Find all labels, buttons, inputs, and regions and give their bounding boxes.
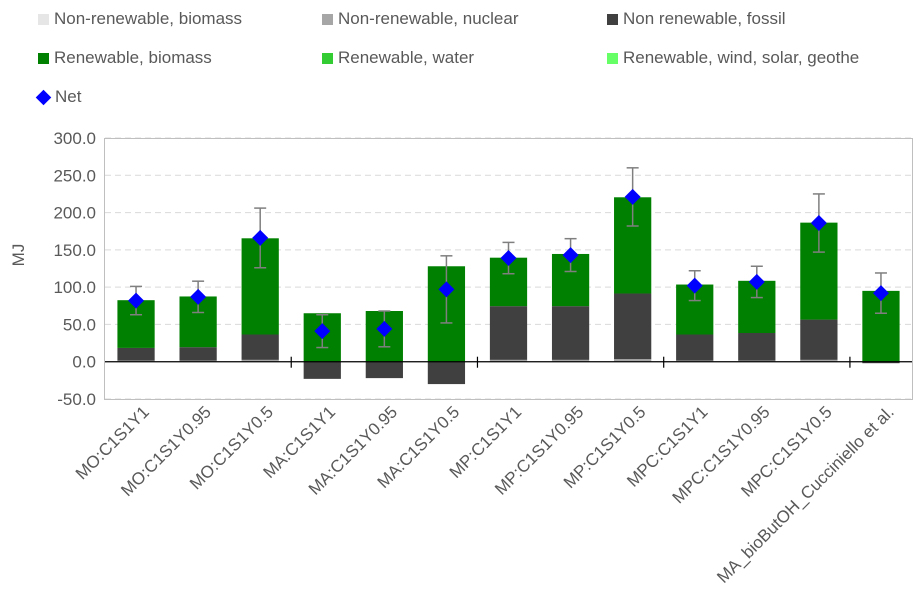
legend-label: Net: [55, 87, 82, 106]
legend-swatch: [322, 52, 333, 64]
x-tick-labels: MO:C1S1Y1MO:C1S1Y0.95MO:C1S1Y0.5MA:C1S1Y…: [72, 402, 898, 586]
net-marker: [686, 277, 703, 294]
net-markers: [128, 188, 889, 340]
bar-segment: [800, 319, 838, 360]
plot-area-border: [104, 138, 913, 400]
net-marker: [810, 215, 827, 232]
bar-segment: [241, 334, 279, 360]
net-marker: [624, 188, 641, 205]
bar-segment: [179, 347, 217, 361]
legend-label: Renewable, biomass: [54, 48, 212, 67]
legend-label: Renewable, wind, solar, geothe: [623, 48, 860, 67]
legend-item-renewable-wind-solar-geothermal: Renewable, wind, solar, geothe: [607, 48, 859, 68]
net-marker: [438, 281, 455, 298]
bar-segment: [862, 361, 900, 364]
legend-label: Non-renewable, nuclear: [338, 9, 519, 28]
bar-segment: [738, 360, 776, 362]
net-marker: [252, 229, 269, 246]
y-tick-label: 150.0: [53, 241, 96, 260]
bar-segment: [117, 360, 155, 362]
legend-swatch: [607, 52, 618, 64]
bars: [117, 197, 900, 385]
legend-label: Non-renewable, biomass: [54, 9, 243, 28]
net-marker: [500, 250, 517, 267]
legend-item-nonrenewable-nuclear: Non-renewable, nuclear: [322, 9, 519, 29]
bar-segment: [241, 359, 279, 362]
legend-item-nonrenewable-fossil: Non renewable, fossil: [607, 9, 786, 29]
bar-segment: [303, 361, 341, 379]
bar-segment: [614, 359, 652, 362]
net-marker: [748, 273, 765, 290]
y-tick-label: 300.0: [53, 129, 96, 148]
y-tick-label: 0.0: [72, 353, 96, 372]
y-tick-label: 200.0: [53, 204, 96, 223]
bar-segment: [489, 359, 528, 362]
legend-swatch: [322, 13, 333, 25]
net-marker: [190, 288, 207, 305]
y-tick-label: 100.0: [53, 278, 96, 297]
bar-segment: [489, 306, 528, 360]
legend-swatch: [607, 13, 618, 25]
legend-label: Non renewable, fossil: [623, 9, 786, 28]
y-tick-label: 250.0: [53, 166, 96, 185]
bar-segment: [117, 347, 155, 361]
net-marker: [314, 323, 331, 340]
bar-segment: [427, 361, 466, 385]
legend-item-net: Net: [35, 87, 82, 107]
y-tick-labels: -50.0 0.0 50.0 100.0 150.0 200.0 250.0 300.0: [53, 129, 96, 409]
bar-segment: [614, 293, 652, 360]
bar-segment: [676, 334, 714, 361]
y-axis-label: MJ: [9, 244, 28, 267]
bar-segment: [551, 359, 590, 362]
bar-segment: [179, 360, 217, 362]
bar-segment: [738, 333, 776, 361]
bar-segment: [676, 360, 714, 362]
y-tick-label: -50.0: [57, 390, 96, 409]
legend-item-renewable-water: Renewable, water: [322, 48, 474, 68]
net-marker: [872, 285, 889, 302]
y-tick-label: 50.0: [63, 315, 96, 334]
net-marker: [376, 320, 393, 337]
legend-item-renewable-biomass: Renewable, biomass: [38, 48, 212, 68]
net-marker: [562, 247, 579, 264]
bar-segment: [551, 306, 590, 360]
legend-label: Renewable, water: [338, 48, 475, 67]
axes: [105, 356, 912, 368]
net-marker: [128, 292, 145, 309]
legend-swatch: [38, 52, 49, 64]
bar-segment: [365, 361, 403, 379]
bar-segment: [800, 359, 838, 362]
legend-swatch: [38, 13, 49, 25]
legend-item-nonrenewable-biomass: Non-renewable, biomass: [38, 9, 242, 29]
